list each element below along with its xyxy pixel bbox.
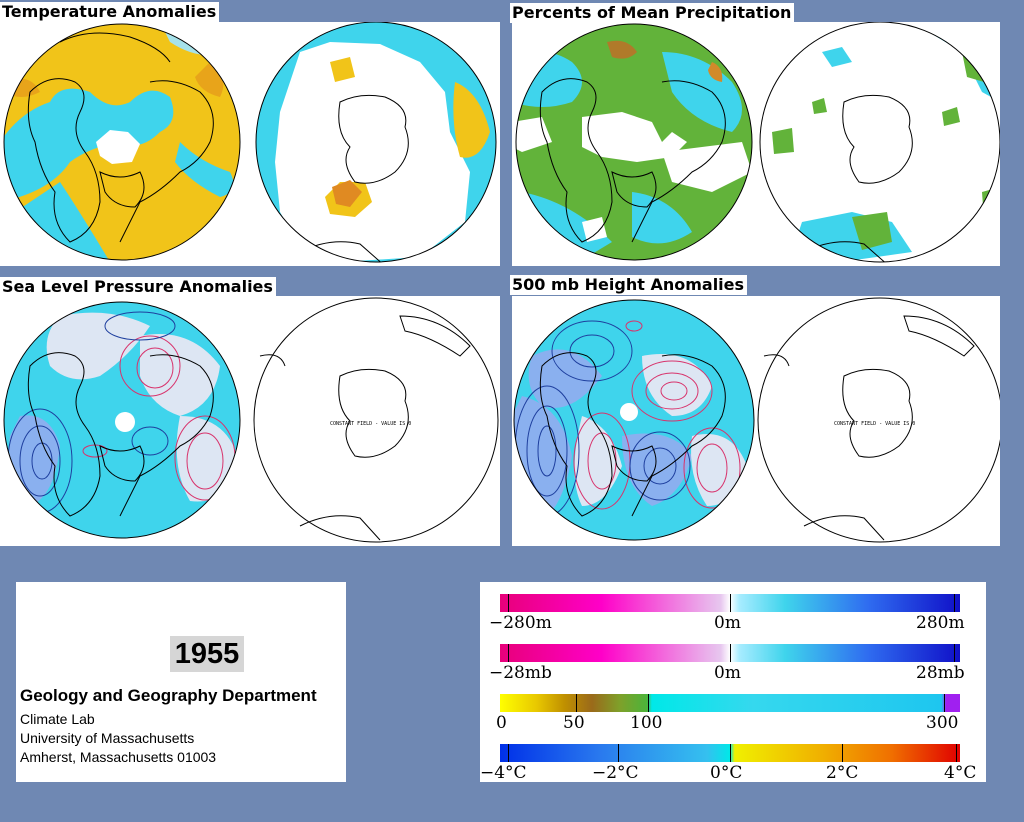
- slp-title: Sea Level Pressure Anomalies: [0, 277, 276, 297]
- height-colorbar-tick: [730, 594, 731, 612]
- height500-constant-field-note: CONSTANT FIELD - VALUE IS 0: [834, 421, 915, 427]
- slp-south-hemisphere: [253, 297, 499, 543]
- precipitation-panel: [512, 22, 1000, 266]
- precip-300-label: 300: [926, 713, 959, 733]
- lab-name: Climate Lab: [20, 711, 95, 727]
- temp-minus4-label: −4°C: [480, 763, 527, 783]
- precip-colorbar-tick: [944, 694, 945, 712]
- temperature-title: Temperature Anomalies: [0, 2, 220, 22]
- precip-colorbar-tick: [648, 694, 649, 712]
- department-name: Geology and Geography Department: [20, 686, 317, 705]
- temp-plus4-label: 4°C: [944, 763, 977, 783]
- precipitation-north-hemisphere: [516, 24, 752, 260]
- slp-constant-field-note: CONSTANT FIELD - VALUE IS 0: [330, 421, 411, 427]
- height-mid-label: 0m: [714, 613, 741, 633]
- height-left-label: −280m: [489, 613, 552, 633]
- height-colorbar-tick: [508, 594, 509, 612]
- precip-0-label: 0: [496, 713, 507, 733]
- precip-50-label: 50: [563, 713, 585, 733]
- temp-colorbar-tick: [956, 744, 957, 762]
- pressure-mid-label: 0m: [714, 663, 741, 683]
- temperature-panel: [0, 22, 500, 266]
- temp-colorbar-tick: [508, 744, 509, 762]
- precipitation-south-hemisphere: [760, 22, 1000, 262]
- temp-minus2-label: −2°C: [592, 763, 639, 783]
- pressure-colorbar-tick: [954, 644, 955, 662]
- height500-maps: CONSTANT FIELD - VALUE IS 0: [513, 297, 1000, 543]
- height500-south-hemisphere: [757, 297, 1000, 543]
- temperature-north-hemisphere: [4, 24, 240, 260]
- pressure-colorbar-tick: [730, 644, 731, 662]
- temp-plus2-label: 2°C: [826, 763, 859, 783]
- precipitation-title: Percents of Mean Precipitation: [510, 3, 795, 23]
- temp-zero-label: 0°C: [710, 763, 743, 783]
- year-label: 1955: [170, 636, 244, 672]
- precip-100-label: 100: [630, 713, 663, 733]
- precip-colorbar-tick: [576, 694, 577, 712]
- height500-north-hemisphere: [514, 300, 754, 540]
- info-box: 1955 Geology and Geography Department Cl…: [16, 582, 346, 782]
- precipitation-maps: [515, 22, 1000, 263]
- height-colorbar-tick: [954, 594, 955, 612]
- city-address: Amherst, Massachusetts 01003: [20, 749, 217, 765]
- temp-colorbar-tick: [730, 744, 731, 762]
- legend-box: −280m 0m 280m −28mb 0m 28mb 0 50 100 300…: [480, 582, 986, 782]
- university-name: University of Massachusetts: [20, 730, 195, 746]
- pressure-right-label: 28mb: [916, 663, 965, 683]
- slp-panel: CONSTANT FIELD - VALUE IS 0: [0, 296, 500, 546]
- temperature-south-hemisphere: [256, 22, 496, 262]
- pressure-colorbar-tick: [508, 644, 509, 662]
- temperature-maps: [3, 22, 497, 263]
- slp-north-hemisphere: [4, 302, 240, 538]
- height500-panel: CONSTANT FIELD - VALUE IS 0: [512, 296, 1000, 546]
- height-right-label: 280m: [916, 613, 965, 633]
- precip-colorbar: [500, 694, 960, 712]
- temp-colorbar-tick: [842, 744, 843, 762]
- slp-maps: CONSTANT FIELD - VALUE IS 0: [3, 297, 499, 543]
- temp-colorbar-tick: [618, 744, 619, 762]
- height500-title: 500 mb Height Anomalies: [510, 275, 748, 295]
- pressure-left-label: −28mb: [489, 663, 552, 683]
